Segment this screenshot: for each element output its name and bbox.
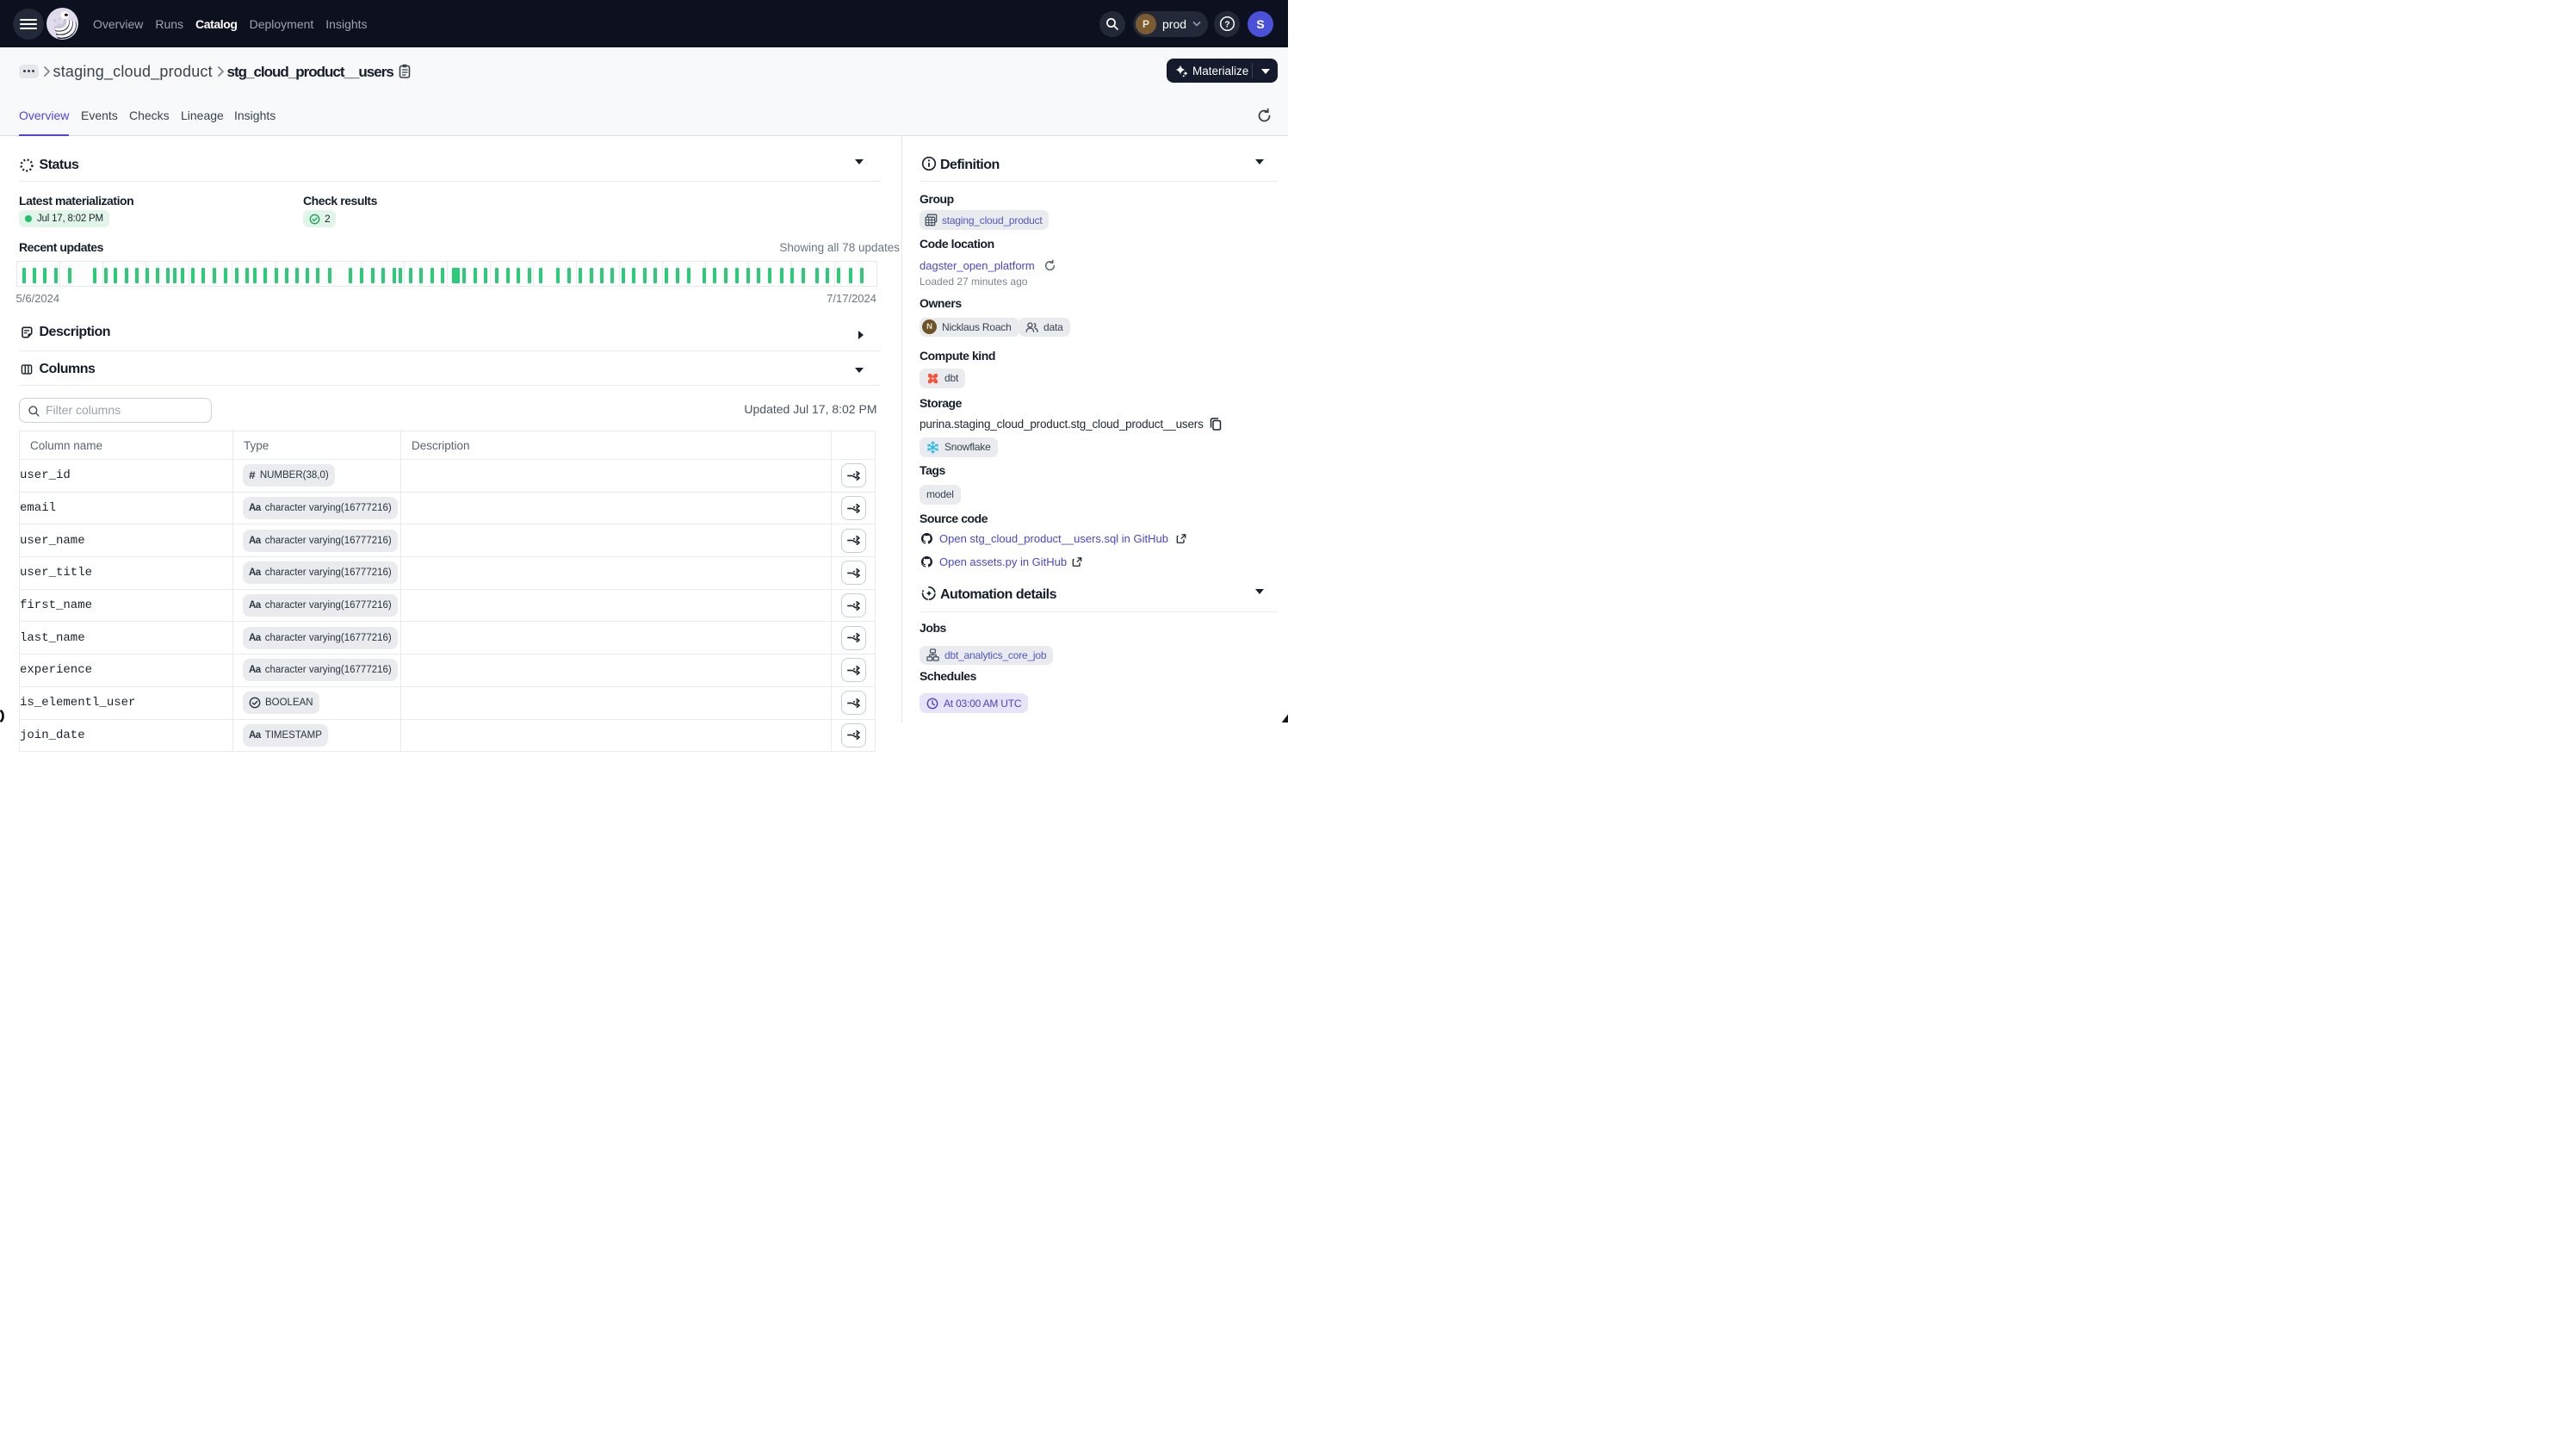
svg-text:?: ? [1224,19,1229,29]
